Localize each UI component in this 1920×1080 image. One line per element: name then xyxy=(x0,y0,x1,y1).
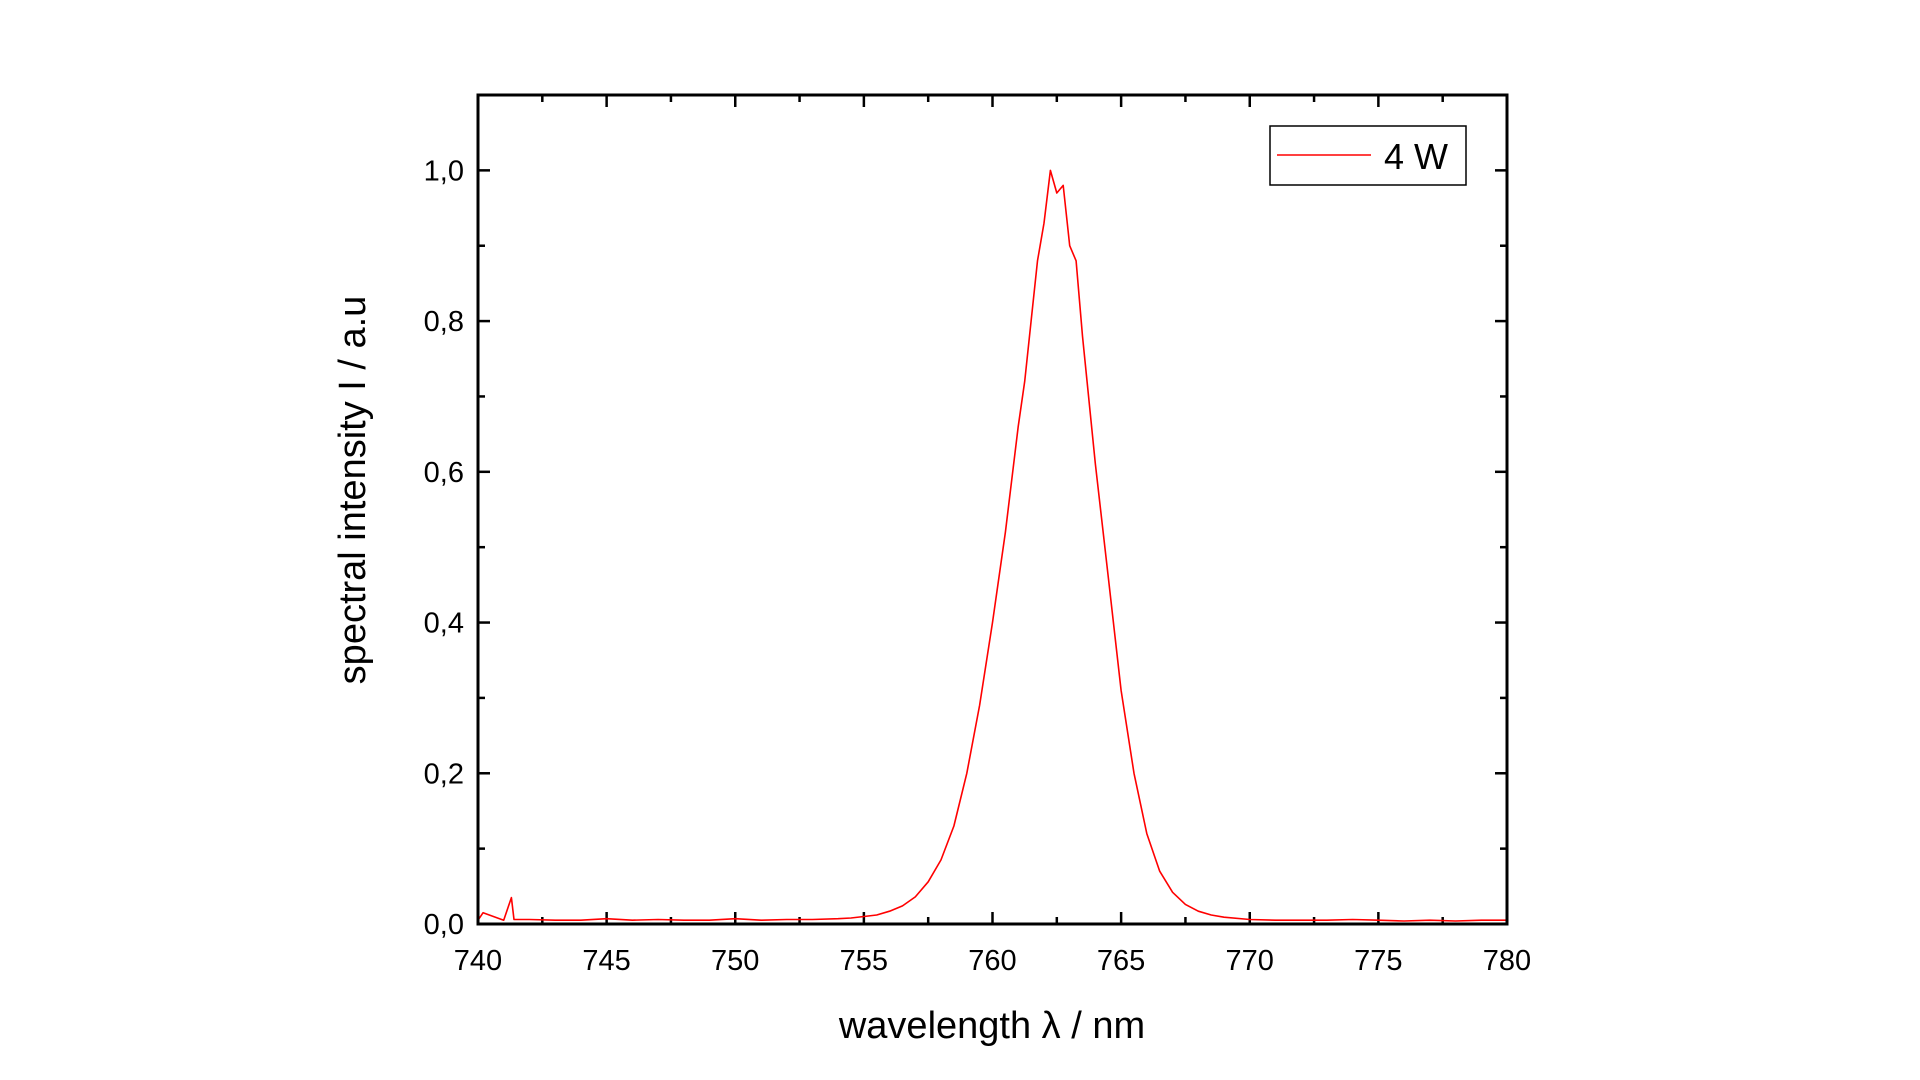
y-tick-label: 0,8 xyxy=(424,306,464,338)
y-tick-label: 0,0 xyxy=(424,909,464,941)
x-axis-label: wavelength λ / nm xyxy=(838,1005,1145,1047)
legend-label: 4 W xyxy=(1384,136,1448,177)
plot-frame xyxy=(476,93,1509,926)
x-tick-label: 740 xyxy=(454,945,502,977)
y-tick-label: 1,0 xyxy=(424,155,464,187)
legend: 4 W xyxy=(1269,125,1467,186)
x-tick-labels: 740 745 750 755 760 765 770 775 780 xyxy=(454,945,1531,977)
x-tick-label: 775 xyxy=(1354,945,1402,977)
x-tick-label: 780 xyxy=(1483,945,1531,977)
series-line-4w xyxy=(477,169,1507,922)
x-tick-label: 765 xyxy=(1097,945,1145,977)
y-axis-label: spectral intensity I / a.u xyxy=(332,296,374,685)
y-tick-label: 0,2 xyxy=(424,758,464,790)
y-tick-label: 0,6 xyxy=(424,457,464,489)
x-tick-label: 755 xyxy=(840,945,888,977)
y-tick-labels: 0,0 0,2 0,4 0,6 0,8 1,0 xyxy=(424,155,464,941)
x-tick-label: 770 xyxy=(1226,945,1274,977)
axis-ticks xyxy=(476,93,1509,926)
y-tick-label: 0,4 xyxy=(424,608,464,640)
x-tick-label: 760 xyxy=(968,945,1016,977)
x-tick-label: 750 xyxy=(711,945,759,977)
x-tick-label: 745 xyxy=(582,945,630,977)
